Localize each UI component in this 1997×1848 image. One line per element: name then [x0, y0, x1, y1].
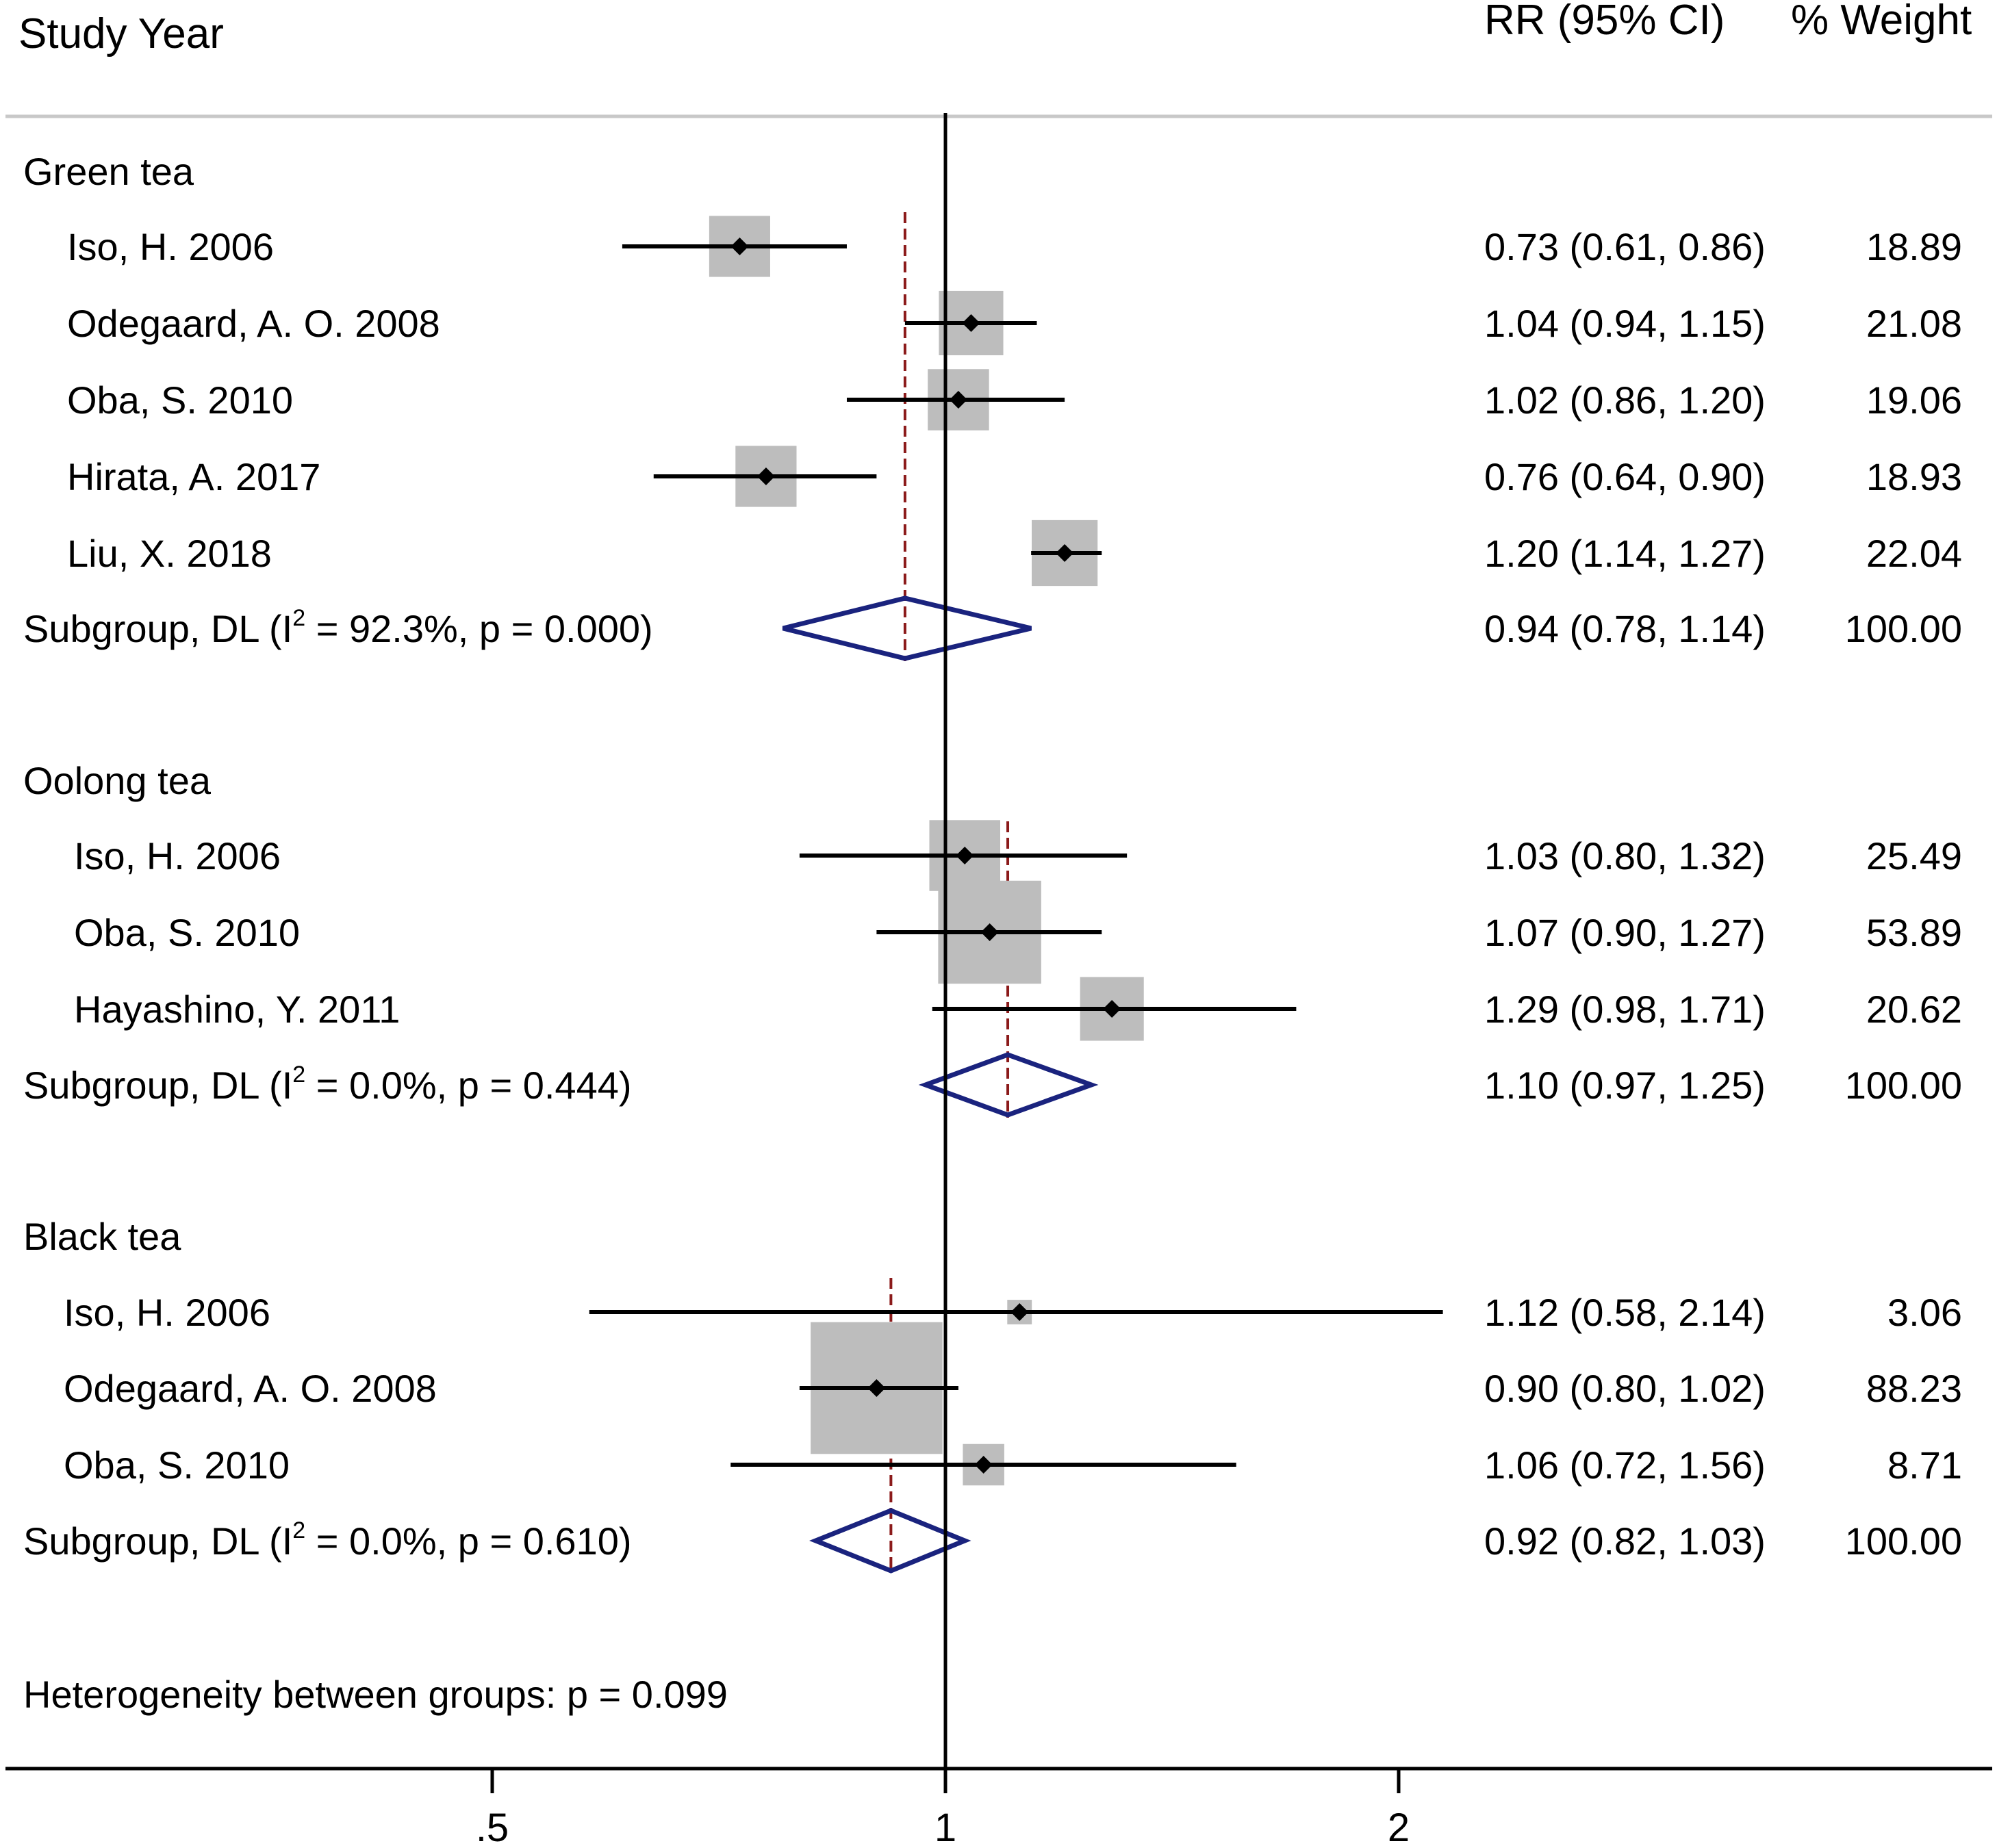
- group-label: Oolong tea: [23, 759, 212, 802]
- x-tick-label: 1: [934, 1806, 956, 1848]
- study-point-estimate: [756, 467, 775, 485]
- study-effect-text: 0.76 (0.64, 0.90): [1484, 455, 1766, 498]
- subgroup-diamond: [918, 1052, 1099, 1118]
- x-tick-label: 2: [1388, 1806, 1410, 1848]
- study-effect-text: 1.06 (0.72, 1.56): [1484, 1443, 1766, 1487]
- study-label: Oba, S. 2010: [67, 378, 293, 422]
- study-point-estimate: [980, 923, 999, 941]
- header-weight: % Weight: [1791, 0, 1972, 44]
- study-point-estimate: [1010, 1303, 1029, 1321]
- study-label: Hayashino, Y. 2011: [74, 988, 400, 1031]
- study-label: Iso, H. 2006: [67, 225, 274, 268]
- subgroup-effect-text: 0.92 (0.82, 1.03): [1484, 1519, 1766, 1563]
- group-label: Black tea: [23, 1215, 181, 1258]
- x-tick-label: .5: [476, 1806, 509, 1848]
- subgroup-label: Subgroup, DL (I2 = 0.0%, p = 0.610): [23, 1517, 632, 1563]
- study-weight-text: 53.89: [1866, 911, 1962, 954]
- study-effect-text: 1.12 (0.58, 2.14): [1484, 1291, 1766, 1334]
- study-point-estimate: [867, 1379, 886, 1397]
- study-effect-text: 1.03 (0.80, 1.32): [1484, 834, 1766, 877]
- study-point-estimate: [956, 847, 974, 864]
- group-label: Green tea: [23, 150, 194, 193]
- subgroup-weight-text: 100.00: [1845, 607, 1962, 650]
- subgroup-label: Subgroup, DL (I2 = 92.3%, p = 0.000): [23, 605, 653, 650]
- study-effect-text: 1.07 (0.90, 1.27): [1484, 911, 1766, 954]
- study-effect-text: 0.73 (0.61, 0.86): [1484, 225, 1766, 268]
- study-label: Oba, S. 2010: [64, 1443, 290, 1487]
- study-point-estimate: [974, 1456, 993, 1474]
- study-label: Odegaard, A. O. 2008: [64, 1367, 437, 1410]
- study-weight-text: 25.49: [1866, 834, 1962, 877]
- study-label: Iso, H. 2006: [64, 1291, 270, 1334]
- header-effect: RR (95% CI): [1484, 0, 1725, 44]
- study-weight-text: 22.04: [1866, 532, 1962, 575]
- subgroup-effect-text: 0.94 (0.78, 1.14): [1484, 607, 1766, 650]
- study-effect-text: 1.04 (0.94, 1.15): [1484, 302, 1766, 345]
- subgroup-diamond: [782, 595, 1032, 661]
- study-point-estimate: [1103, 1000, 1121, 1018]
- study-point-estimate: [949, 391, 967, 409]
- study-label: Oba, S. 2010: [74, 911, 300, 954]
- study-effect-text: 1.29 (0.98, 1.71): [1484, 988, 1766, 1031]
- plot-marks: Green tea Iso, H. 2006 0.73 (0.61, 0.86) 18…: [23, 113, 1962, 1769]
- study-effect-text: 0.90 (0.80, 1.02): [1484, 1367, 1766, 1410]
- study-label: Odegaard, A. O. 2008: [67, 302, 440, 345]
- study-effect-text: 1.20 (1.14, 1.27): [1484, 532, 1766, 575]
- subgroup-diamond: [809, 1508, 971, 1574]
- study-weight-text: 20.62: [1866, 988, 1962, 1031]
- study-weight-text: 18.93: [1866, 455, 1962, 498]
- heterogeneity-text: Heterogeneity between groups: p = 0.099: [23, 1673, 728, 1716]
- subgroup-effect-text: 1.10 (0.97, 1.25): [1484, 1064, 1766, 1107]
- study-weight-text: 8.71: [1887, 1443, 1962, 1487]
- study-effect-text: 1.02 (0.86, 1.20): [1484, 378, 1766, 422]
- study-weight-text: 3.06: [1887, 1291, 1962, 1334]
- study-weight-text: 18.89: [1866, 225, 1962, 268]
- study-point-estimate: [962, 314, 980, 332]
- study-point-estimate: [730, 238, 749, 255]
- study-label: Iso, H. 2006: [74, 834, 281, 877]
- study-label: Hirata, A. 2017: [67, 455, 320, 498]
- subgroup-label: Subgroup, DL (I2 = 0.0%, p = 0.444): [23, 1062, 632, 1107]
- subgroup-weight-text: 100.00: [1845, 1064, 1962, 1107]
- header-study: Study Year: [18, 10, 224, 57]
- study-label: Liu, X. 2018: [67, 532, 272, 575]
- x-axis-ticks: .5 1 2: [476, 1769, 1410, 1848]
- subgroup-weight-text: 100.00: [1845, 1519, 1962, 1563]
- study-weight-text: 88.23: [1866, 1367, 1962, 1410]
- study-point-estimate: [1056, 544, 1074, 562]
- study-weight-text: 19.06: [1866, 378, 1962, 422]
- study-weight-text: 21.08: [1866, 302, 1962, 345]
